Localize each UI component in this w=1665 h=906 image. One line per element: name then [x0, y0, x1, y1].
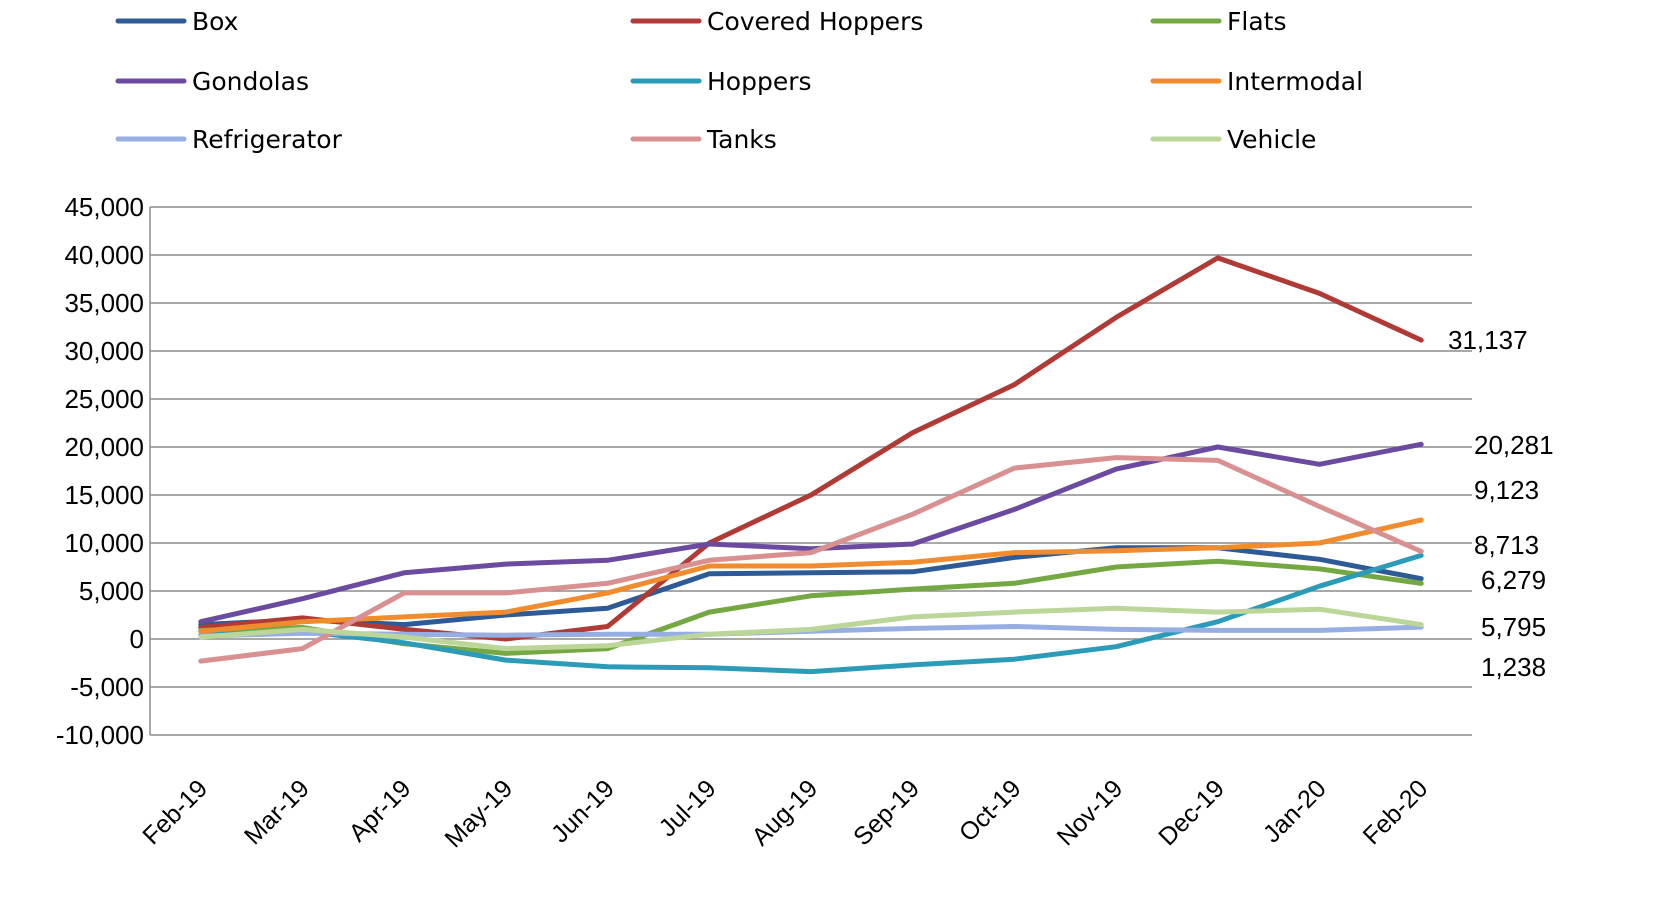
legend-item-hoppers: Hoppers [630, 67, 812, 96]
y-tick-label: 35,000 [64, 288, 144, 318]
y-tick-label: 40,000 [64, 240, 144, 270]
end-labels: 31,137 20,281 9,123 8,713 6,279 5,795 1,238 [1448, 325, 1554, 682]
x-tick-label: Aug-19 [746, 774, 823, 851]
y-tick-label: 45,000 [64, 192, 144, 222]
y-tick-label: 10,000 [64, 528, 144, 558]
end-value-label: 9,123 [1474, 475, 1539, 505]
end-value-label: 1,238 [1481, 652, 1546, 682]
x-tick-label: Sep-19 [848, 774, 925, 851]
legend-label: Vehicle [1227, 125, 1316, 154]
series-line-tanks [198, 455, 1424, 664]
series-line-vehicle [198, 605, 1424, 652]
gridlines [150, 206, 1472, 736]
series-lines [198, 255, 1424, 675]
end-value-label: 8,713 [1474, 530, 1539, 560]
end-value-label: 6,279 [1481, 565, 1546, 595]
x-axis: Feb-19 Mar-19 Apr-19 May-19 Jun-19 Jul-19 Aug-… [137, 774, 1433, 853]
legend-item-tanks: Tanks [630, 125, 777, 154]
legend-item-covered-hoppers: Covered Hoppers [630, 7, 923, 36]
y-tick-label: 5,000 [79, 576, 144, 606]
legend-item-flats: Flats [1150, 7, 1286, 36]
y-tick-label: 15,000 [64, 480, 144, 510]
x-tick-label: Jan-20 [1258, 774, 1332, 848]
legend-label: Gondolas [192, 67, 309, 96]
y-tick-label: 30,000 [64, 336, 144, 366]
legend-label: Box [192, 7, 238, 36]
end-value-label: 5,795 [1481, 612, 1546, 642]
legend-item-gondolas: Gondolas [115, 67, 309, 96]
y-tick-label: 0 [130, 624, 144, 654]
x-tick-label: Feb-20 [1358, 774, 1434, 850]
legend-label: Tanks [706, 125, 777, 154]
series-line-gondolas [198, 441, 1424, 625]
series-line-hoppers [198, 552, 1424, 675]
legend-label: Intermodal [1227, 67, 1363, 96]
y-axis: 45,000 40,000 35,000 30,000 25,000 20,000 15,0… [56, 192, 151, 750]
x-tick-label: Jul-19 [654, 774, 722, 842]
legend-item-intermodal: Intermodal [1150, 67, 1363, 96]
x-tick-label: Dec-19 [1153, 774, 1230, 851]
x-tick-label: Oct-19 [954, 774, 1027, 847]
x-tick-label: Nov-19 [1052, 774, 1129, 851]
series-line-intermodal [198, 517, 1424, 634]
x-tick-label: May-19 [439, 774, 518, 853]
end-value-label: 31,137 [1448, 325, 1528, 355]
x-tick-label: Jun-19 [546, 774, 620, 848]
y-tick-label: -5,000 [70, 672, 144, 702]
series-line-covered-hoppers [198, 255, 1424, 642]
legend-label: Covered Hoppers [707, 7, 923, 36]
legend-label: Hoppers [707, 67, 812, 96]
y-tick-label: 20,000 [64, 432, 144, 462]
y-tick-label: 25,000 [64, 384, 144, 414]
legend-label: Flats [1227, 7, 1286, 36]
legend: Box Covered Hoppers Flats Gondolas Hoppers In… [115, 7, 1363, 154]
y-tick-label: -10,000 [56, 720, 144, 750]
legend-label: Refrigerator [192, 125, 343, 154]
x-tick-label: Mar-19 [239, 774, 315, 850]
x-tick-label: Apr-19 [344, 774, 417, 847]
x-tick-label: Feb-19 [137, 774, 213, 850]
legend-item-refrigerator: Refrigerator [115, 125, 343, 154]
legend-item-box: Box [115, 7, 238, 36]
end-value-label: 20,281 [1474, 430, 1554, 460]
legend-item-vehicle: Vehicle [1150, 125, 1316, 154]
